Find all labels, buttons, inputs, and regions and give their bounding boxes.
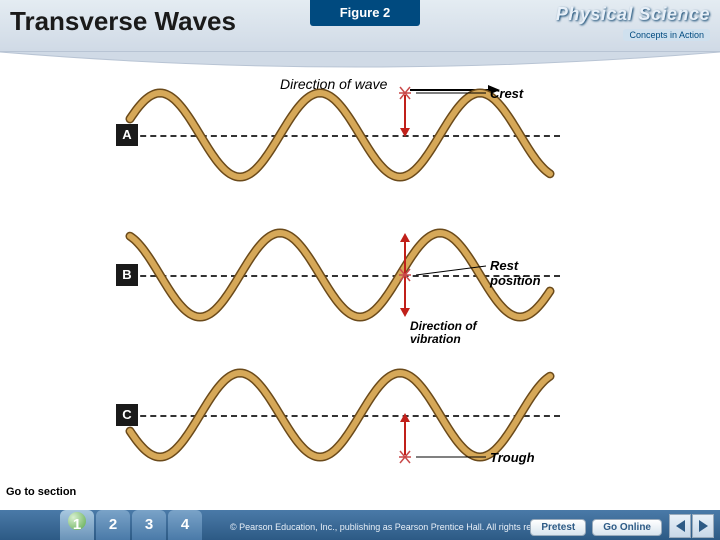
chevron-right-icon: [699, 520, 708, 532]
diagram-area: Direction of wave A Crest B: [0, 60, 720, 490]
go-to-section-label: Go to section: [6, 486, 76, 498]
trough-label: Trough: [490, 450, 535, 465]
section-tab-3[interactable]: 3: [132, 510, 166, 540]
brand-block: Physical Science Concepts in Action: [556, 4, 710, 43]
section-tabs: 1 2 3 4: [60, 510, 202, 540]
copyright-text: © Pearson Education, Inc., publishing as…: [230, 522, 561, 532]
pretest-button[interactable]: Pretest: [530, 519, 586, 536]
figure-tab: Figure 2: [310, 0, 420, 26]
section-tab-1[interactable]: 1: [60, 510, 94, 540]
brand-subtitle: Concepts in Action: [623, 29, 710, 41]
wave-b: [120, 220, 560, 360]
page-title: Transverse Waves: [10, 6, 236, 37]
section-tab-2[interactable]: 2: [96, 510, 130, 540]
wave-panel-b: B Rest position Direction ofvibration: [120, 220, 560, 330]
nav-arrows: [669, 514, 714, 538]
chevron-left-icon: [676, 520, 685, 532]
crest-label: Crest: [490, 86, 523, 101]
direction-of-vibration-label: Direction ofvibration: [410, 320, 477, 346]
go-online-button[interactable]: Go Online: [592, 519, 662, 536]
slide-header: Transverse Waves Figure 2 Physical Scien…: [0, 0, 720, 52]
wave-panel-c: C Trough: [120, 360, 560, 470]
rest-position-label: Rest position: [490, 258, 560, 288]
prev-slide-button[interactable]: [669, 514, 691, 538]
brand-title: Physical Science: [556, 4, 710, 25]
section-tab-4[interactable]: 4: [168, 510, 202, 540]
footer-buttons: Pretest Go Online: [530, 519, 662, 536]
next-slide-button[interactable]: [692, 514, 714, 538]
wave-panel-a: Direction of wave A Crest: [120, 80, 560, 190]
